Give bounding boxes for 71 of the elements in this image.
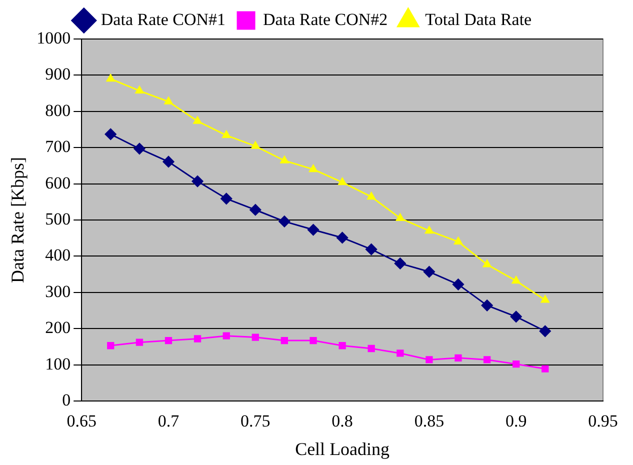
point (396, 350, 404, 357)
point (136, 338, 144, 346)
point (194, 335, 202, 342)
point (220, 192, 232, 204)
x-axis-title: Cell Loading (295, 438, 390, 459)
point (424, 226, 434, 234)
point (106, 74, 115, 82)
point (280, 336, 288, 344)
legend-label: Total Data Rate (425, 10, 532, 29)
point (539, 325, 551, 337)
point (454, 236, 462, 244)
point (368, 344, 375, 352)
x-tick-label: 0.9 (505, 412, 527, 431)
point (222, 130, 231, 138)
y-tick-label: 900 (45, 64, 71, 84)
point (252, 334, 259, 341)
point (135, 86, 144, 94)
point (338, 178, 347, 186)
point (426, 356, 433, 364)
point (512, 276, 520, 284)
point (162, 156, 174, 168)
point (278, 216, 290, 228)
point (512, 360, 520, 368)
point (454, 354, 462, 362)
x-tick-label: 0.7 (158, 412, 180, 431)
point (192, 176, 204, 188)
point (310, 336, 317, 344)
point (336, 232, 348, 244)
y-tick-label: 300 (45, 282, 71, 301)
point (338, 342, 346, 350)
point (394, 258, 406, 270)
point (483, 356, 491, 364)
point (367, 192, 376, 200)
point (540, 295, 550, 303)
y-tick-label: 800 (45, 100, 71, 120)
point (250, 204, 262, 216)
x-tick-label: 0.65 (66, 412, 96, 431)
y-tick-label: 0 (62, 390, 71, 410)
point (482, 260, 492, 268)
x-tick-label: 0.8 (332, 412, 353, 431)
point (134, 142, 146, 154)
y-tick-label: 700 (45, 137, 71, 156)
y-tick-label: 100 (45, 354, 71, 374)
point (107, 342, 114, 350)
point (510, 310, 522, 322)
x-tick-label: 0.85 (414, 412, 444, 431)
point (366, 244, 378, 256)
point (280, 156, 289, 164)
y-tick-label: 1000 (36, 28, 71, 48)
y-axis-title: Data Rate [Kbps] (8, 157, 28, 283)
point (193, 116, 202, 124)
point (423, 266, 435, 278)
point (104, 128, 116, 140)
point (308, 224, 320, 236)
point (251, 141, 260, 149)
point (396, 213, 404, 221)
legend-label: Data Rate CON#1 (100, 10, 226, 29)
point (481, 300, 493, 312)
y-tick-label: 400 (45, 246, 71, 265)
point (222, 332, 230, 340)
y-tick-label: 500 (45, 209, 71, 228)
y-tick-label: 200 (45, 318, 71, 338)
point (309, 164, 318, 172)
point (164, 96, 173, 104)
x-tick-label: 0.75 (240, 412, 270, 431)
point (452, 278, 464, 290)
point (164, 336, 172, 344)
x-tick-label: 0.95 (588, 412, 618, 431)
point (542, 365, 549, 372)
y-tick-label: 600 (45, 173, 71, 192)
legend-label: Data Rate CON#2 (263, 10, 388, 29)
